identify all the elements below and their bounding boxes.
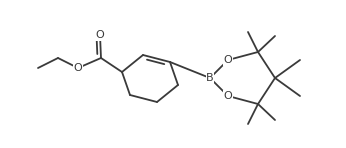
Text: O: O (224, 91, 233, 101)
Text: O: O (224, 55, 233, 65)
Text: O: O (95, 30, 104, 40)
Text: B: B (206, 73, 214, 83)
Text: O: O (74, 63, 82, 73)
